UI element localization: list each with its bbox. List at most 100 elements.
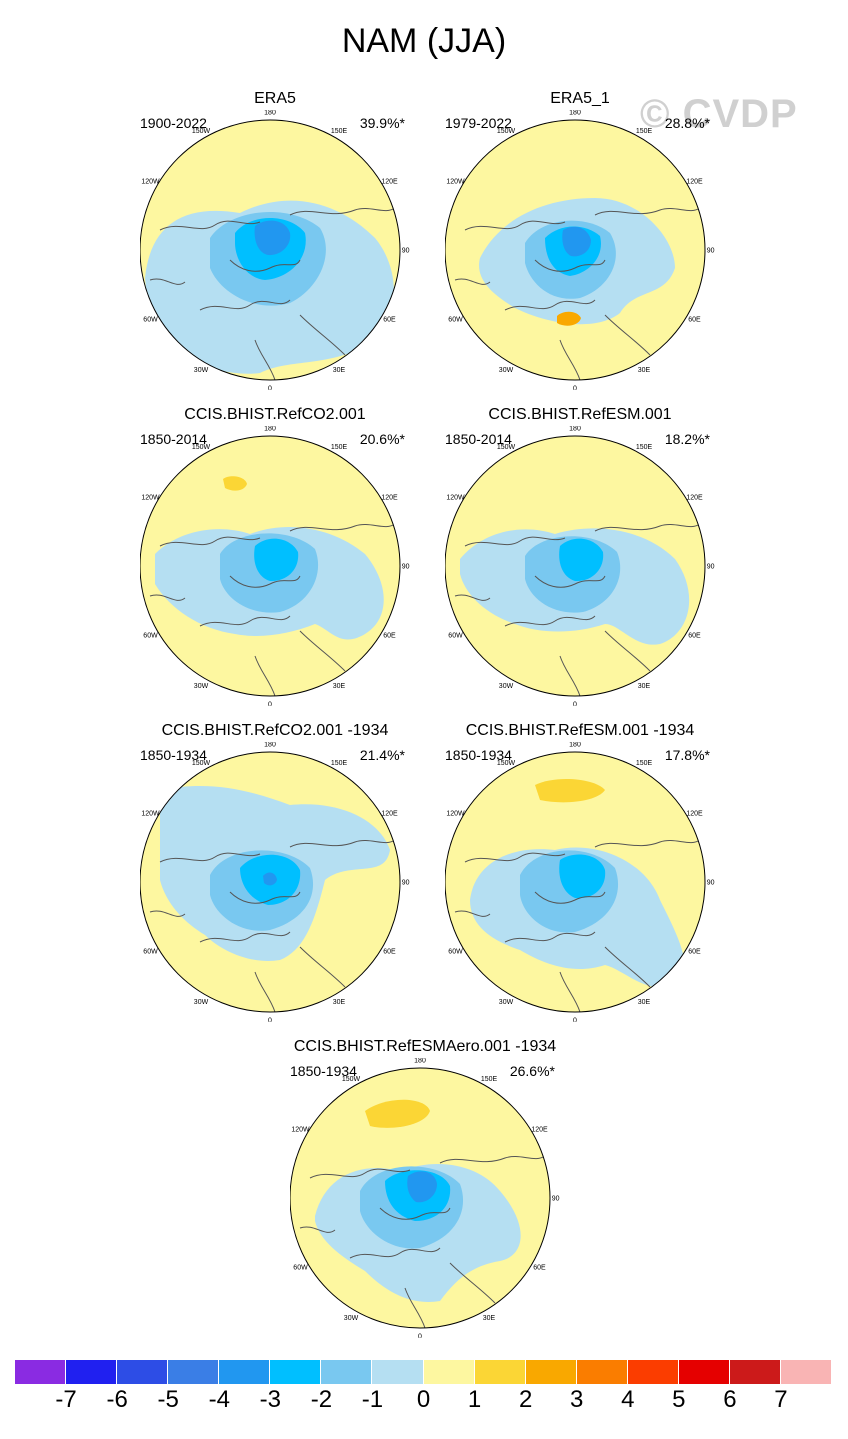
coastline bbox=[534, 259, 606, 272]
page-title: NAM (JJA) bbox=[341, 22, 507, 60]
coastline bbox=[504, 931, 596, 943]
longitude-label: 150W bbox=[497, 128, 516, 135]
coastline bbox=[594, 207, 701, 216]
longitude-label: 180 bbox=[264, 426, 276, 433]
colorbar-segment bbox=[321, 1360, 373, 1384]
longitude-label: 120E bbox=[381, 811, 398, 818]
colorbar-segment bbox=[372, 1360, 424, 1384]
colorbar-segment bbox=[780, 1360, 832, 1384]
longitude-label: 60E bbox=[383, 317, 396, 324]
longitude-label: 0 bbox=[268, 702, 272, 707]
longitude-label: 30W bbox=[499, 999, 514, 1006]
polar-map: 180150E120E90E60E30E030W60W90W120W150W bbox=[445, 742, 715, 1022]
colorbar-segment bbox=[525, 1360, 577, 1384]
watermark: © CVDP bbox=[640, 92, 798, 136]
longitude-label: 90E bbox=[707, 248, 715, 255]
polar-map: 180150E120E90E60E30E030W60W90W120W150W bbox=[445, 110, 715, 390]
coastline bbox=[289, 207, 396, 216]
colorbar-tick-label: 7 bbox=[774, 1386, 788, 1413]
longitude-label: 90E bbox=[402, 248, 410, 255]
longitude-label: 60W bbox=[448, 317, 463, 324]
coastline bbox=[299, 946, 346, 988]
panel-period: 1850-2014 bbox=[445, 431, 512, 447]
longitude-label: 150W bbox=[192, 760, 211, 767]
longitude-label: 90E bbox=[552, 1196, 560, 1203]
contour-region bbox=[557, 311, 581, 326]
longitude-label: 150W bbox=[192, 444, 211, 451]
longitude-label: 150W bbox=[342, 1076, 361, 1083]
map-border bbox=[140, 751, 401, 1013]
panel-variance-percent: 21.4%* bbox=[359, 747, 405, 763]
coastline bbox=[299, 1226, 336, 1233]
panel-variance-percent: 18.2%* bbox=[664, 431, 710, 447]
longitude-label: 120E bbox=[686, 495, 703, 502]
longitude-label: 60W bbox=[448, 633, 463, 640]
colorbar-tick-label: 4 bbox=[621, 1386, 635, 1413]
longitude-label: 60W bbox=[448, 949, 463, 956]
map-border bbox=[140, 119, 401, 381]
panel-title: CCIS.BHIST.RefESM.001 bbox=[488, 406, 672, 423]
panel-period: 1850-1934 bbox=[445, 747, 512, 763]
coastline bbox=[299, 630, 346, 672]
coastline bbox=[504, 615, 596, 627]
map-border bbox=[290, 1067, 551, 1329]
colorbar-tick-label: 1 bbox=[467, 1386, 482, 1413]
longitude-label: 30W bbox=[194, 999, 209, 1006]
coastline bbox=[299, 314, 346, 356]
longitude-label: 120E bbox=[381, 179, 398, 186]
coastline bbox=[379, 1207, 451, 1220]
coastline bbox=[504, 299, 596, 311]
coastline bbox=[439, 1155, 546, 1164]
longitude-label: 0 bbox=[268, 386, 272, 391]
longitude-label: 180 bbox=[569, 426, 581, 433]
longitude-label: 150E bbox=[481, 1076, 498, 1083]
longitude-label: 90E bbox=[402, 564, 410, 571]
panel-title: CCIS.BHIST.RefESM.001 -1934 bbox=[465, 722, 695, 739]
coastline bbox=[604, 946, 651, 988]
longitude-label: 60W bbox=[293, 1265, 308, 1272]
longitude-label: 180 bbox=[264, 742, 276, 749]
colorbar-tick-label: -6 bbox=[106, 1386, 128, 1413]
coastline bbox=[559, 655, 581, 696]
map-border bbox=[140, 435, 401, 697]
longitude-label: 30E bbox=[638, 367, 651, 374]
longitude-label: 30E bbox=[638, 683, 651, 690]
longitude-label: 30W bbox=[344, 1315, 359, 1322]
coastline bbox=[199, 615, 291, 627]
contour-region bbox=[223, 476, 247, 491]
longitude-label: 60W bbox=[143, 949, 158, 956]
panel-period: 1850-1934 bbox=[290, 1063, 357, 1079]
map-border bbox=[445, 751, 706, 1013]
panel-title: ERA5_1 bbox=[550, 90, 610, 107]
longitude-label: 30E bbox=[333, 999, 346, 1006]
colorbar-tick-label: -5 bbox=[157, 1386, 179, 1413]
coastline bbox=[559, 339, 581, 380]
longitude-label: 120W bbox=[291, 1127, 310, 1134]
contour-region bbox=[170, 144, 380, 193]
contour-region bbox=[559, 538, 604, 582]
panel-variance-percent: 28.8%* bbox=[664, 115, 710, 131]
longitude-label: 30E bbox=[333, 683, 346, 690]
coastline bbox=[464, 536, 566, 547]
longitude-label: 120E bbox=[686, 179, 703, 186]
longitude-label: 60E bbox=[688, 949, 701, 956]
colorbar-segment bbox=[627, 1360, 679, 1384]
longitude-label: 150W bbox=[497, 444, 516, 451]
panel-variance-percent: 20.6%* bbox=[359, 431, 405, 447]
colorbar-tick-label: -4 bbox=[208, 1386, 230, 1413]
longitude-label: 30E bbox=[638, 999, 651, 1006]
polar-map: 180150E120E90E60E30E030W60W90W120W150W bbox=[290, 1058, 560, 1338]
map-panel: CCIS.BHIST.RefESM.001 -1934 1850-1934 17.8… bbox=[445, 722, 715, 1022]
map-panel: CCIS.BHIST.RefCO2.001 -1934 1850-1934 21.4… bbox=[140, 722, 410, 1022]
longitude-label: 150W bbox=[192, 128, 211, 135]
colorbar-segment bbox=[168, 1360, 220, 1384]
coastline bbox=[534, 575, 606, 588]
panel-variance-percent: 39.9%* bbox=[359, 115, 405, 131]
longitude-label: 90E bbox=[707, 564, 715, 571]
polar-map: 180150E120E90E60E30E030W60W90W120W150W bbox=[445, 426, 715, 706]
coastline bbox=[349, 1247, 441, 1259]
longitude-label: 90E bbox=[707, 880, 715, 887]
map-panel: CCIS.BHIST.RefESMAero.001 -1934 1850-1934… bbox=[290, 1038, 560, 1338]
coastline bbox=[454, 594, 491, 601]
panel-variance-percent: 26.6%* bbox=[509, 1063, 555, 1079]
